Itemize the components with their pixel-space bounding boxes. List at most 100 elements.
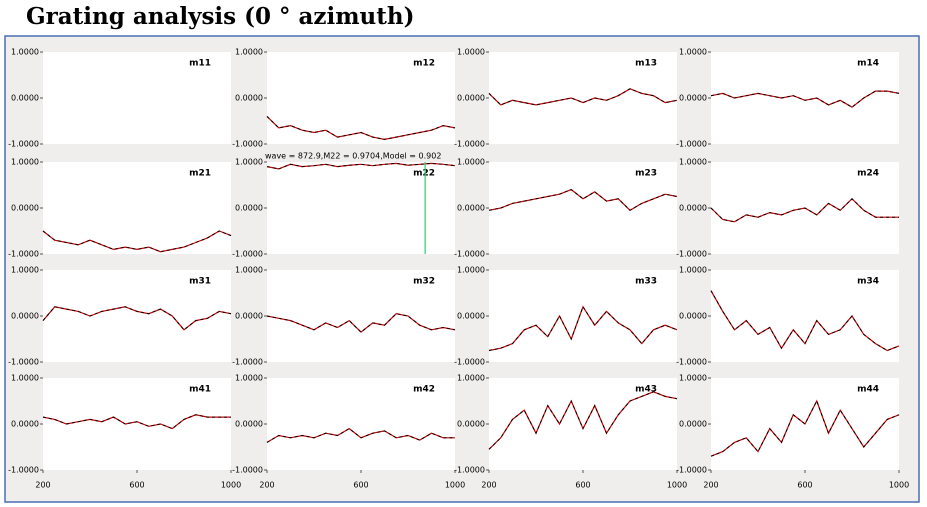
x-tick-label: 600	[797, 481, 812, 490]
measured-curve	[42, 414, 231, 430]
y-tick-label: -1.0000	[8, 466, 39, 475]
x-tick-label: 1000	[445, 481, 465, 490]
y-tick-label: -1.0000	[8, 140, 39, 149]
y-tick-label: 0.0000	[679, 312, 707, 321]
y-tick-label: -1.0000	[232, 250, 263, 259]
y-tick-label: -1.0000	[454, 250, 485, 259]
y-tick-label: 1.0000	[11, 48, 39, 57]
panel-name: m33	[635, 277, 657, 287]
page-title: Grating analysis (0 ° azimuth)	[26, 3, 415, 30]
measured-curve	[266, 427, 455, 443]
y-tick-label: 0.0000	[457, 204, 485, 213]
plot-area	[43, 162, 231, 254]
measured-curve	[266, 162, 456, 170]
y-tick-label: 0.0000	[457, 420, 485, 429]
plot-area	[711, 52, 899, 144]
measured-curve	[488, 391, 678, 450]
y-tick-label: -1.0000	[676, 140, 707, 149]
plot-area	[267, 270, 455, 362]
y-tick-label: 1.0000	[457, 48, 485, 57]
measured-curve	[710, 198, 899, 223]
panel-name: m44	[857, 385, 879, 395]
measured-curve	[488, 305, 678, 351]
y-tick-label: 1.0000	[679, 48, 707, 57]
plot-area	[489, 52, 677, 144]
plot-area	[711, 270, 899, 362]
y-tick-label: 1.0000	[11, 374, 39, 383]
y-tick-label: 1.0000	[679, 266, 707, 275]
measured-curve	[266, 313, 456, 333]
y-tick-label: -1.0000	[232, 466, 263, 475]
y-tick-label: -1.0000	[232, 140, 263, 149]
plot-area	[267, 378, 455, 470]
y-tick-label: 0.0000	[235, 420, 263, 429]
y-tick-label: 0.0000	[457, 312, 485, 321]
y-tick-label: -1.0000	[454, 358, 485, 367]
y-tick-label: -1.0000	[454, 466, 485, 475]
x-tick-label: 200	[703, 481, 718, 490]
y-tick-label: 1.0000	[679, 374, 707, 383]
x-tick-label: 200	[481, 481, 496, 490]
plot-area	[489, 378, 677, 470]
y-tick-label: -1.0000	[676, 466, 707, 475]
measured-curve	[266, 116, 456, 140]
y-tick-label: 0.0000	[11, 204, 39, 213]
y-tick-label: 1.0000	[679, 158, 707, 167]
y-tick-label: 1.0000	[457, 266, 485, 275]
y-tick-label: -1.0000	[676, 250, 707, 259]
y-tick-label: 0.0000	[457, 94, 485, 103]
panel-name: m14	[857, 59, 879, 69]
measured-curve	[488, 88, 678, 106]
y-tick-label: 0.0000	[679, 94, 707, 103]
measured-curve	[488, 189, 678, 211]
plot-area	[489, 270, 677, 362]
plot-area	[267, 162, 455, 254]
y-tick-label: -1.0000	[676, 358, 707, 367]
y-tick-label: 0.0000	[235, 312, 263, 321]
x-tick-label: 1000	[221, 481, 241, 490]
panel-name: m31	[189, 277, 211, 287]
x-tick-label: 200	[35, 481, 50, 490]
y-tick-label: 0.0000	[679, 420, 707, 429]
y-tick-label: 1.0000	[235, 48, 263, 57]
panel-name: m41	[189, 385, 211, 395]
panel-name: m12	[413, 59, 435, 69]
plot-area	[43, 378, 231, 470]
y-tick-label: 1.0000	[457, 374, 485, 383]
y-tick-label: 0.0000	[11, 312, 39, 321]
y-tick-label: 0.0000	[11, 94, 39, 103]
y-tick-label: 0.0000	[679, 204, 707, 213]
y-tick-label: 1.0000	[235, 266, 263, 275]
x-tick-label: 600	[129, 481, 144, 490]
panel-name: m32	[413, 277, 435, 287]
panel-name: m34	[857, 277, 879, 287]
y-tick-label: 1.0000	[11, 266, 39, 275]
plot-area	[489, 162, 677, 254]
plot-area	[43, 270, 231, 362]
panel-name: m13	[635, 59, 657, 69]
panel-name: m23	[635, 169, 657, 179]
measured-curve	[710, 90, 900, 108]
y-tick-label: 1.0000	[235, 374, 263, 383]
panel-name: m42	[413, 385, 435, 395]
y-tick-label: -1.0000	[454, 140, 485, 149]
plot-area	[43, 52, 231, 144]
measured-curve	[710, 399, 900, 457]
y-tick-label: -1.0000	[8, 250, 39, 259]
y-tick-label: 0.0000	[235, 94, 263, 103]
y-tick-label: 1.0000	[235, 158, 263, 167]
y-tick-label: 0.0000	[235, 204, 263, 213]
measured-curve	[42, 306, 232, 331]
x-tick-label: 600	[353, 481, 368, 490]
panel-name: m43	[635, 385, 657, 395]
y-tick-label: -1.0000	[232, 358, 263, 367]
x-tick-label: 1000	[889, 481, 909, 490]
panel-name: m21	[189, 169, 211, 179]
y-tick-label: 1.0000	[457, 158, 485, 167]
cursor-annotation: wave = 872.9,M22 = 0.9704,Model = 0.902	[265, 152, 441, 161]
measured-curve	[710, 290, 900, 352]
panel-name: m22	[413, 169, 435, 179]
model-curve	[42, 230, 232, 253]
y-tick-label: -1.0000	[8, 358, 39, 367]
